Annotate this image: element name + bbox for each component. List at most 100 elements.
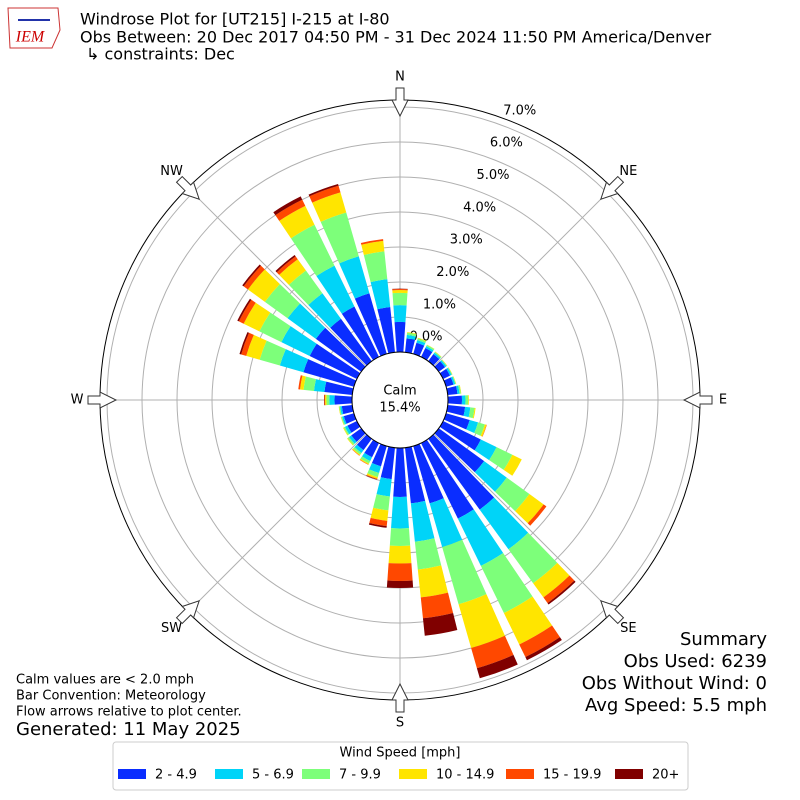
x-tick-label: SW xyxy=(161,621,182,636)
bar-segment xyxy=(443,413,470,430)
bar-segment xyxy=(237,298,252,322)
bar-segment xyxy=(459,385,462,394)
bar-segment xyxy=(435,351,442,358)
bar-segment xyxy=(457,509,504,566)
summary-line: Avg Speed: 5.5 mph xyxy=(585,695,767,716)
bar-segment xyxy=(343,426,350,436)
bar-segment xyxy=(434,428,485,473)
bar-segment xyxy=(447,367,453,375)
bar-segment xyxy=(463,406,471,418)
bar-segment xyxy=(442,539,487,605)
bar-segment xyxy=(366,474,378,480)
bar-segment xyxy=(474,422,485,436)
bar-segment xyxy=(440,360,447,368)
bar-segment xyxy=(413,342,425,357)
bar-segment xyxy=(347,421,361,433)
bar-segment xyxy=(458,594,505,649)
bar-segment xyxy=(369,463,381,474)
bar-segment xyxy=(533,562,570,598)
bar-segment xyxy=(461,395,466,405)
bar-segment xyxy=(324,381,354,395)
legend-title: Wind Speed [mph] xyxy=(340,746,461,761)
x-tick-label: NW xyxy=(160,164,183,179)
bar-segment xyxy=(347,437,355,446)
flow-arrow xyxy=(175,600,200,625)
bar-segment xyxy=(441,359,448,366)
bar-segment xyxy=(343,427,349,436)
bar-segment xyxy=(309,343,361,379)
grid-spoke xyxy=(187,433,367,613)
bar-segment xyxy=(406,334,416,340)
bar-segment xyxy=(489,447,513,470)
bar-segment xyxy=(325,394,327,406)
legend-label: 10 - 14.9 xyxy=(436,768,494,783)
bar-segment xyxy=(329,395,335,405)
bar-segment xyxy=(303,359,357,387)
bar-segment xyxy=(393,305,407,323)
bar-segment xyxy=(414,538,442,570)
bar-segment xyxy=(406,332,417,337)
y-tick-label: 2.0% xyxy=(436,265,469,280)
bar-segment xyxy=(465,395,469,405)
bar-segment xyxy=(279,205,315,239)
bar-segment xyxy=(450,376,456,385)
bar-segment xyxy=(474,439,497,461)
bar-segment xyxy=(474,461,507,492)
bar-segment xyxy=(494,477,530,512)
bar-segment xyxy=(281,326,317,356)
bar-segment xyxy=(456,385,460,394)
flow-arrow xyxy=(600,175,625,200)
bar-segment xyxy=(290,224,335,277)
bar-segment xyxy=(417,565,449,598)
bar-segment xyxy=(447,395,462,405)
logo-text: IEM xyxy=(15,29,46,46)
bar-segment xyxy=(448,367,453,375)
flow-arrow-shape xyxy=(682,391,713,409)
bar-segment xyxy=(393,447,407,497)
bar-segment xyxy=(259,340,286,366)
bar-segment xyxy=(508,532,558,584)
bar-segment xyxy=(407,332,417,335)
bar-segment xyxy=(320,212,359,264)
legend-box xyxy=(112,741,689,791)
bar-segment xyxy=(386,580,414,588)
y-tick-label: 7.0% xyxy=(503,103,536,118)
bar-segment xyxy=(466,419,479,434)
bar-segment xyxy=(344,425,352,435)
bar-segment xyxy=(243,265,265,290)
note: Calm values are < 2.0 mph xyxy=(16,673,194,688)
bar-segment xyxy=(241,332,254,356)
bar-segment xyxy=(446,367,452,376)
calm-circle xyxy=(351,351,449,449)
y-tick-label: 6.0% xyxy=(490,136,523,151)
legend-label: 20+ xyxy=(652,768,679,783)
bar-segment xyxy=(373,494,390,511)
bar-segment xyxy=(515,494,544,524)
bar-segment xyxy=(389,528,411,546)
bar-segment xyxy=(288,270,323,306)
bar-segment xyxy=(341,416,345,425)
bar-segment xyxy=(503,596,553,645)
bar-segment xyxy=(527,504,547,526)
bar-segment xyxy=(308,183,339,197)
bar-segment xyxy=(416,340,426,346)
flow-arrow-shape xyxy=(175,175,200,200)
flow-arrow xyxy=(391,682,409,713)
bar-segment xyxy=(300,375,306,390)
bar-segment xyxy=(330,318,372,366)
bar-segment xyxy=(426,344,435,351)
bar-segment xyxy=(376,477,392,497)
bar-segment xyxy=(352,449,360,456)
bar-segment xyxy=(275,254,296,273)
bar-segment xyxy=(323,394,325,406)
bar-segment xyxy=(308,293,341,328)
bar-segment xyxy=(243,302,271,332)
generated: Generated: 11 May 2025 xyxy=(16,719,241,740)
bar-segment xyxy=(338,406,341,415)
bar-segment xyxy=(453,376,457,384)
bar-segment xyxy=(480,424,487,437)
flow-arrow-shape xyxy=(391,682,409,713)
bar-segment xyxy=(392,289,408,291)
bar-segment xyxy=(443,377,454,387)
bar-segment xyxy=(247,269,280,302)
